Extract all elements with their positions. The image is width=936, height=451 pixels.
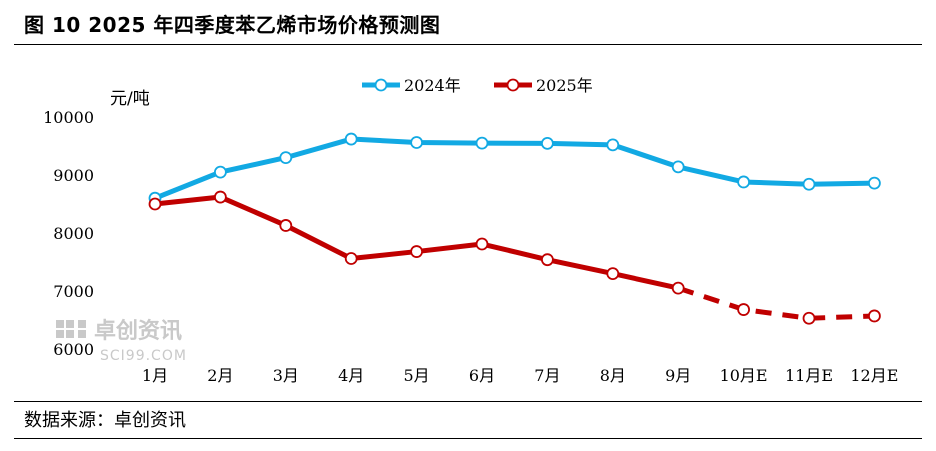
x-tick-label: 11月E	[785, 366, 833, 385]
data-point	[671, 281, 685, 295]
legend-marker-0	[374, 78, 388, 92]
top-divider	[14, 44, 922, 45]
x-tick-label: 3月	[273, 366, 299, 385]
data-point	[410, 245, 424, 258]
series-forecast-line-1	[677, 285, 875, 321]
y-tick-label: 8000	[53, 224, 94, 243]
data-point	[279, 219, 293, 232]
legend-label-0: 2024年	[404, 76, 461, 95]
y-tick-label: 6000	[53, 340, 94, 359]
data-point	[606, 138, 620, 152]
data-point	[868, 176, 881, 190]
data-point	[279, 151, 293, 165]
data-point	[541, 253, 554, 267]
x-tick-label: 5月	[404, 366, 430, 385]
watermark-name: 卓创资讯	[94, 319, 182, 344]
legend-marker-1	[506, 78, 520, 92]
data-source: 数据来源：卓创资讯	[24, 410, 186, 431]
data-point	[410, 136, 424, 149]
data-point	[148, 197, 162, 211]
data-point	[213, 190, 227, 204]
footer-divider	[14, 438, 922, 439]
data-point	[802, 311, 816, 325]
data-point	[737, 175, 750, 189]
data-point	[213, 165, 227, 179]
legend: 2024年 2025年	[362, 76, 593, 95]
x-tick-label: 8月	[600, 366, 626, 385]
series-line-1	[152, 194, 681, 291]
y-tick-label: 9000	[53, 166, 94, 185]
data-point	[802, 177, 816, 191]
x-tick-label: 2月	[207, 366, 233, 385]
y-tick-label: 7000	[53, 282, 94, 301]
line-chart: 卓创资讯 SCI99.COM 元/吨 6000 7000 8000 9000 10000…	[43, 76, 899, 385]
data-point	[671, 160, 685, 174]
data-point	[868, 309, 881, 323]
y-axis-unit: 元/吨	[110, 89, 150, 109]
legend-label-1: 2025年	[536, 76, 593, 95]
x-axis-ticks: 1月 2月 3月 4月 5月 6月 7月 8月 9月 10月E 11月E 12月E	[142, 366, 899, 385]
x-tick-label: 4月	[338, 366, 364, 385]
series-line-0	[152, 136, 877, 201]
series-points	[148, 132, 881, 325]
x-tick-label: 1月	[142, 366, 168, 385]
data-point	[475, 136, 489, 150]
watermark: 卓创资讯 SCI99.COM	[56, 319, 187, 364]
bottom-divider	[14, 401, 922, 402]
x-tick-label: 10月E	[720, 366, 768, 385]
watermark-url: SCI99.COM	[100, 348, 187, 364]
data-point	[475, 237, 489, 251]
x-tick-label: 9月	[665, 366, 691, 385]
data-point	[344, 132, 358, 146]
x-tick-label: 6月	[469, 366, 495, 385]
data-point	[606, 267, 620, 281]
x-tick-label: 12月E	[850, 366, 898, 385]
y-tick-label: 10000	[43, 108, 94, 127]
data-point	[737, 303, 750, 316]
series-lines	[152, 136, 877, 321]
y-axis-ticks: 6000 7000 8000 9000 10000	[43, 108, 94, 359]
chart-title: 图 10 2025 年四季度苯乙烯市场价格预测图	[24, 13, 441, 37]
x-tick-label: 7月	[534, 366, 560, 385]
watermark-logo-icon	[56, 320, 86, 338]
title-bar: 图 10 2025 年四季度苯乙烯市场价格预测图	[0, 0, 936, 44]
data-point	[344, 252, 358, 265]
data-point	[541, 136, 554, 150]
